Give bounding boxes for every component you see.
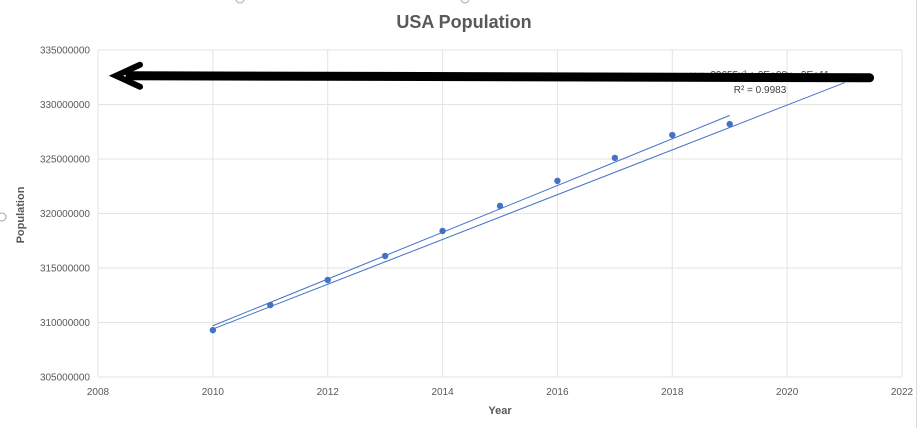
trendline-polynomial: [212, 114, 730, 327]
data-point[interactable]: [611, 154, 619, 162]
y-tick-label: 310000000: [40, 318, 90, 329]
x-tick-label: 2022: [891, 387, 914, 398]
data-point[interactable]: [324, 276, 331, 284]
r-squared-label: R² = 0.9983: [734, 85, 787, 96]
data-point[interactable]: [726, 120, 733, 128]
y-tick-label: 305000000: [40, 373, 90, 384]
x-tick-label: 2018: [661, 387, 684, 398]
y-axis-title: Population: [15, 186, 27, 243]
x-tick-label: 2014: [431, 387, 454, 398]
data-point[interactable]: [554, 177, 561, 184]
data-point[interactable]: [669, 131, 676, 139]
x-axis-title: Year: [488, 405, 512, 417]
chart-title: USA Population: [396, 12, 531, 32]
y-tick-label: 330000000: [40, 100, 90, 111]
arrow-shaft: [125, 71, 875, 83]
x-tick-label: 2010: [202, 387, 225, 398]
data-point[interactable]: [439, 227, 446, 235]
data-point[interactable]: [496, 202, 504, 210]
gridlines: [97, 49, 903, 378]
y-tick-label: 335000000: [40, 46, 90, 57]
x-tick-label: 2008: [87, 387, 110, 398]
y-tick-label: 325000000: [40, 155, 90, 166]
resize-handle-left[interactable]: [0, 212, 7, 222]
resize-handle-top-left[interactable]: [235, 0, 245, 4]
x-tick-label: 2012: [317, 387, 340, 398]
trendline-linear: [212, 82, 845, 330]
data-points: [209, 120, 733, 334]
y-tick-label: 315000000: [40, 264, 90, 275]
x-tick-label: 2016: [546, 387, 569, 398]
data-point[interactable]: [267, 301, 274, 309]
annotation-arrow: [108, 61, 875, 90]
resize-handle-top[interactable]: [460, 0, 470, 4]
x-axis-tick-labels: 2008 2010 2012 2014 2016 2018 2020 2022: [87, 387, 914, 398]
trendlines: [212, 82, 845, 330]
y-axis-tick-labels: 305000000 310000000 315000000 320000000 3250…: [40, 46, 90, 384]
data-point[interactable]: [381, 252, 389, 260]
y-tick-label: 320000000: [40, 209, 90, 220]
data-point[interactable]: [209, 326, 217, 334]
x-tick-label: 2020: [776, 387, 799, 398]
arrow-head: [108, 61, 143, 90]
